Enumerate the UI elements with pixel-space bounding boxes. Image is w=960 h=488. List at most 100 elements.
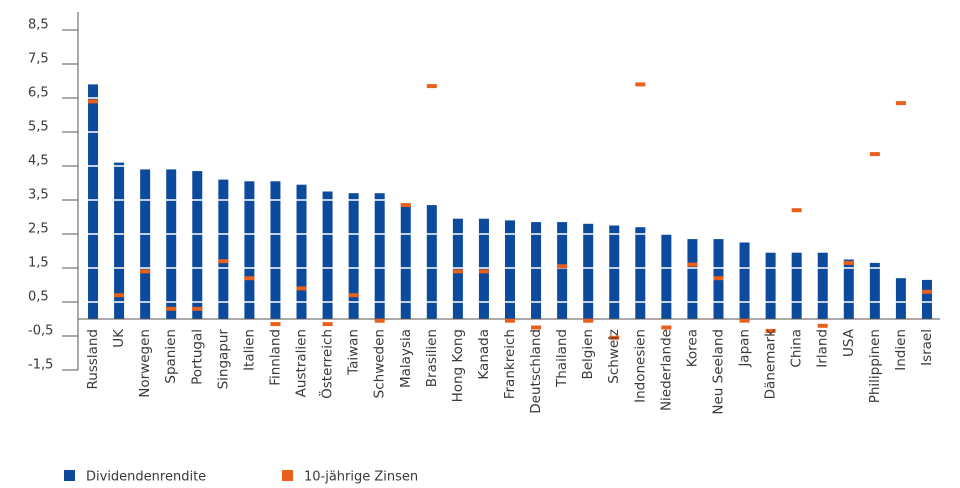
bar	[270, 181, 281, 319]
rate-marker	[348, 293, 359, 298]
bar	[687, 239, 698, 319]
rate-marker	[505, 318, 515, 323]
rate-marker	[192, 306, 203, 311]
x-tick-label: UK	[111, 328, 127, 348]
x-tick-label: Finnland	[267, 329, 283, 386]
x-tick-label: Korea	[684, 329, 700, 367]
bar	[921, 279, 932, 319]
x-tick-label: Schweiz	[606, 329, 622, 384]
legend-label: 10-jährige Zinsen	[304, 470, 418, 485]
rate-marker	[218, 259, 229, 264]
bar	[296, 184, 307, 319]
x-tick-label: Frankreich	[502, 329, 518, 399]
bar	[609, 225, 620, 319]
y-tick-label: 7,5	[28, 52, 49, 67]
bar	[843, 259, 854, 319]
rate-marker	[88, 99, 99, 104]
bar	[505, 220, 515, 319]
x-tick-label: Israel	[919, 329, 935, 366]
x-tick-label: Belgien	[580, 329, 596, 380]
rate-marker	[583, 318, 594, 323]
x-tick-label: Deutschland	[528, 329, 544, 414]
bar	[583, 223, 594, 319]
bar	[426, 205, 437, 319]
x-tick-label: Schweden	[372, 329, 388, 398]
rate-marker	[921, 289, 932, 294]
x-tick-label: Philippinen	[867, 329, 883, 403]
rate-marker	[452, 269, 463, 274]
bar	[817, 252, 828, 319]
rate-marker	[843, 260, 854, 265]
x-tick-label: Hong Kong	[450, 329, 466, 402]
legend-swatch	[64, 470, 75, 481]
rate-marker	[635, 82, 646, 87]
rate-marker	[557, 264, 568, 269]
rate-marker	[531, 325, 542, 330]
bar	[739, 242, 750, 319]
bar	[374, 193, 385, 319]
rate-marker	[400, 203, 411, 208]
x-tick-label: Neu Seeland	[710, 329, 726, 415]
y-tick-label: 1,5	[28, 256, 49, 271]
x-tick-label: Malaysia	[398, 329, 414, 388]
bar	[895, 278, 906, 319]
y-tick-label: -0,5	[28, 324, 53, 339]
x-tick-label: Singapur	[215, 329, 231, 390]
rate-marker	[478, 269, 489, 274]
rate-marker	[687, 262, 698, 267]
x-tick-label: Irland	[815, 329, 831, 368]
legend-label: Dividendenrendite	[86, 470, 206, 485]
bar	[791, 252, 802, 319]
bar	[114, 162, 125, 319]
x-tick-label: Kanada	[476, 329, 492, 380]
y-tick-label: 5,5	[28, 120, 49, 135]
rate-marker	[765, 328, 776, 333]
y-tick-label: 4,5	[28, 154, 49, 169]
y-tick-label: 6,5	[28, 86, 49, 101]
bar	[140, 169, 151, 319]
bar	[531, 222, 542, 319]
x-tick-label: Dänemark	[763, 329, 779, 400]
rate-marker	[609, 335, 620, 340]
bar	[765, 252, 776, 319]
x-tick-label: Russland	[85, 329, 101, 390]
x-tick-label: Portugal	[189, 329, 205, 385]
rate-marker	[661, 325, 672, 330]
bar	[400, 203, 411, 319]
x-tick-label: Japan	[737, 329, 753, 368]
x-tick-label: Niederlande	[658, 329, 674, 411]
rate-marker	[114, 293, 125, 298]
bar	[478, 218, 489, 319]
bar	[88, 84, 99, 320]
x-tick-label: Australien	[294, 329, 310, 397]
y-tick-label: 0,5	[28, 290, 49, 305]
rate-marker	[244, 276, 255, 281]
x-tick-label: USA	[841, 328, 857, 357]
x-tick-label: Taiwan	[346, 329, 362, 376]
bar	[244, 181, 255, 319]
rate-marker	[140, 269, 151, 274]
rate-marker	[426, 84, 437, 89]
rate-marker	[322, 322, 333, 327]
rate-marker	[869, 152, 880, 157]
x-tick-label: Italien	[241, 329, 257, 371]
x-tick-label: Indien	[893, 329, 909, 371]
rate-marker	[895, 101, 906, 106]
bar	[635, 227, 646, 319]
legend-swatch	[282, 470, 293, 481]
bar	[166, 169, 177, 319]
y-tick-label: 3,5	[28, 188, 49, 203]
rate-marker	[817, 323, 828, 328]
x-tick-label: Österreich	[318, 329, 336, 399]
y-tick-label: -1,5	[28, 358, 53, 373]
bar	[869, 262, 880, 319]
y-tick-label: 2,5	[28, 222, 49, 237]
bar	[557, 222, 568, 319]
rate-marker	[270, 322, 281, 327]
bar	[218, 179, 229, 319]
bar	[192, 171, 203, 319]
rate-marker	[713, 276, 724, 281]
x-tick-label: Norwegen	[137, 329, 153, 398]
x-tick-label: Indonesien	[632, 329, 648, 403]
